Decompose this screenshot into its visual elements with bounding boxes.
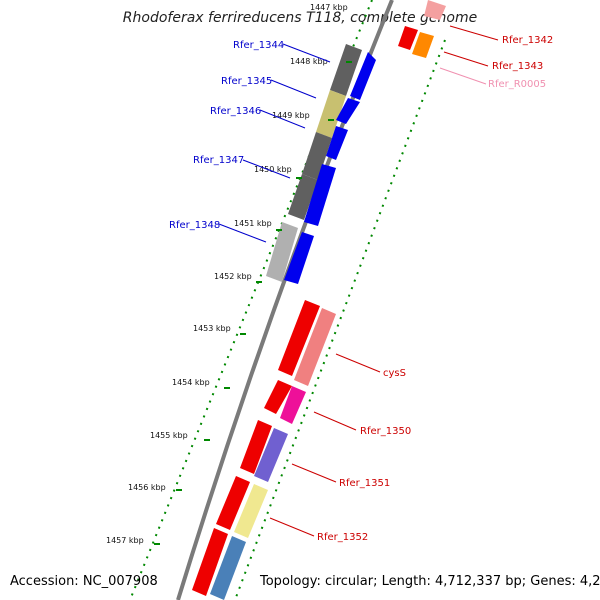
cds-arrow-rfer-1347: [304, 164, 336, 226]
kbp-label-1448: 1448 kbp: [290, 57, 328, 66]
label-leader-lines: [218, 25, 499, 537]
gene-label-rfer-r0005[interactable]: Rfer_R0005: [488, 79, 546, 90]
cds-arrow-rfer-1345: [336, 98, 360, 124]
cds-arrow-rfer-1348: [284, 232, 314, 284]
gene-label-rfer-1348[interactable]: Rfer_1348: [169, 220, 220, 231]
cds-arrow-rfer-1351: [240, 420, 272, 474]
accession-text: Accession: NC_007908: [10, 574, 158, 589]
gene-block-rfer-1346: [302, 132, 332, 180]
genome-summary-text: Topology: circular; Length: 4,712,337 bp…: [260, 574, 600, 589]
gene-block-rfer-1351: [254, 428, 288, 482]
cds-arrow-rfer-1344: [350, 52, 376, 100]
cds-arrow-rfer-1346: [326, 126, 348, 160]
gene-label-rfer-1344[interactable]: Rfer_1344: [233, 40, 284, 51]
gene-block-rfer-1353: [210, 536, 246, 600]
gene-block-rfer-1350: [280, 386, 306, 424]
cds-arrow-rfer-1352: [216, 476, 250, 530]
kbp-label-1447: 1447 kbp: [310, 3, 348, 12]
cds-rfer-1342-top: [424, 0, 446, 20]
gene-block-rfer-1344: [330, 44, 362, 96]
gene-block-cyss: [294, 308, 336, 386]
gc-dotted-line-right: [234, 39, 446, 600]
kbp-label-1457: 1457 kbp: [106, 536, 144, 545]
gene-label-rfer-1351[interactable]: Rfer_1351: [339, 478, 390, 489]
cds-arrow-rfer-1353: [192, 528, 228, 596]
gene-block-rfer-1347: [288, 174, 318, 220]
map-title: Rhodoferax ferrireducens T118, complete …: [122, 10, 478, 26]
cds-rfer-1342: [398, 26, 418, 50]
feature-track-lower: [192, 300, 336, 600]
kbp-label-1456: 1456 kbp: [128, 483, 166, 492]
kbp-label-1451: 1451 kbp: [234, 219, 272, 228]
cds-arrow-rfer-1350: [264, 380, 292, 414]
gene-label-rfer-1343[interactable]: Rfer_1343: [492, 61, 543, 72]
kbp-label-1449: 1449 kbp: [272, 111, 310, 120]
gene-label-rfer-1346[interactable]: Rfer_1346: [210, 106, 261, 117]
cds-arrow-cyss: [278, 300, 320, 376]
gene-label-cyss[interactable]: cysS: [383, 368, 406, 379]
kbp-label-1454: 1454 kbp: [172, 378, 210, 387]
feature-track-upper: [266, 0, 446, 284]
kbp-label-1453: 1453 kbp: [193, 324, 231, 333]
kbp-label-1452: 1452 kbp: [214, 272, 252, 281]
gene-label-rfer-1350[interactable]: Rfer_1350: [360, 426, 411, 437]
cds-rfer-1343: [412, 32, 434, 58]
kbp-label-1450: 1450 kbp: [254, 165, 292, 174]
kbp-tick-marks: [154, 61, 352, 545]
gene-block-rfer-1348: [266, 222, 298, 282]
gene-label-rfer-1352[interactable]: Rfer_1352: [317, 532, 368, 543]
gene-label-rfer-1347[interactable]: Rfer_1347: [193, 155, 244, 166]
gene-label-rfer-1342[interactable]: Rfer_1342: [502, 35, 553, 46]
gene-block-rfer-1345: [316, 90, 346, 138]
kbp-label-1455: 1455 kbp: [150, 431, 188, 440]
gene-block-rfer-1352: [234, 484, 268, 538]
gene-label-rfer-1345[interactable]: Rfer_1345: [221, 76, 272, 87]
